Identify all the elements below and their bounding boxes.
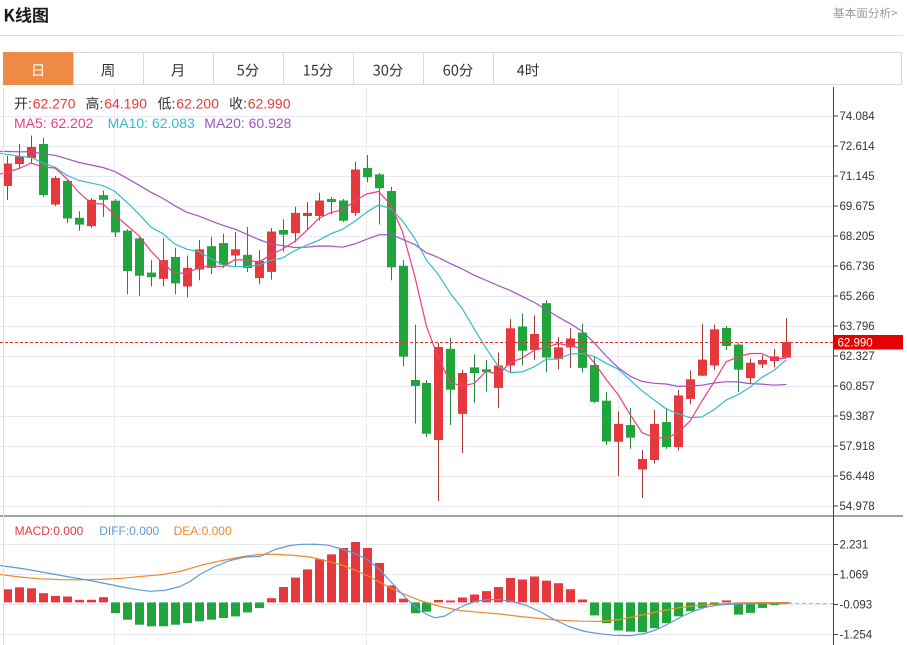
svg-text:57.918: 57.918 bbox=[840, 441, 875, 453]
svg-text:2.231: 2.231 bbox=[840, 540, 869, 552]
svg-text:MA5: 62.202: MA5: 62.202 bbox=[14, 115, 94, 131]
svg-text:54.978: 54.978 bbox=[840, 501, 875, 513]
svg-text:-1.254: -1.254 bbox=[840, 630, 873, 642]
svg-text::: : bbox=[100, 96, 104, 112]
svg-text:66.736: 66.736 bbox=[840, 261, 875, 273]
svg-text:69.675: 69.675 bbox=[840, 201, 875, 213]
svg-text:DIFF:0.000: DIFF:0.000 bbox=[99, 524, 159, 538]
svg-text:62.200: 62.200 bbox=[176, 96, 219, 112]
svg-text:68.205: 68.205 bbox=[840, 231, 875, 243]
svg-text:-0.093: -0.093 bbox=[840, 600, 873, 612]
svg-text::: : bbox=[28, 96, 32, 112]
svg-text:74.084: 74.084 bbox=[840, 111, 876, 123]
svg-text::: : bbox=[172, 96, 176, 112]
svg-text:1.069: 1.069 bbox=[840, 570, 869, 582]
svg-text:72.614: 72.614 bbox=[840, 141, 876, 153]
svg-text:65.266: 65.266 bbox=[840, 291, 875, 303]
svg-text:64.190: 64.190 bbox=[104, 96, 147, 112]
svg-text:62.270: 62.270 bbox=[33, 96, 76, 112]
svg-text:56.448: 56.448 bbox=[840, 471, 875, 483]
svg-text:60.857: 60.857 bbox=[840, 381, 875, 393]
svg-text:63.796: 63.796 bbox=[840, 321, 875, 333]
svg-text:62.990: 62.990 bbox=[248, 96, 291, 112]
svg-text:MA20: 60.928: MA20: 60.928 bbox=[204, 115, 291, 131]
svg-text::: : bbox=[243, 96, 247, 112]
svg-text:MACD:0.000: MACD:0.000 bbox=[15, 524, 84, 538]
svg-text:62.327: 62.327 bbox=[840, 351, 875, 363]
svg-text:MA10: 62.083: MA10: 62.083 bbox=[108, 115, 195, 131]
svg-text:DEA:0.000: DEA:0.000 bbox=[174, 524, 232, 538]
svg-text:62.990: 62.990 bbox=[838, 338, 873, 350]
svg-text:71.145: 71.145 bbox=[840, 171, 875, 183]
svg-text:59.387: 59.387 bbox=[840, 411, 875, 423]
